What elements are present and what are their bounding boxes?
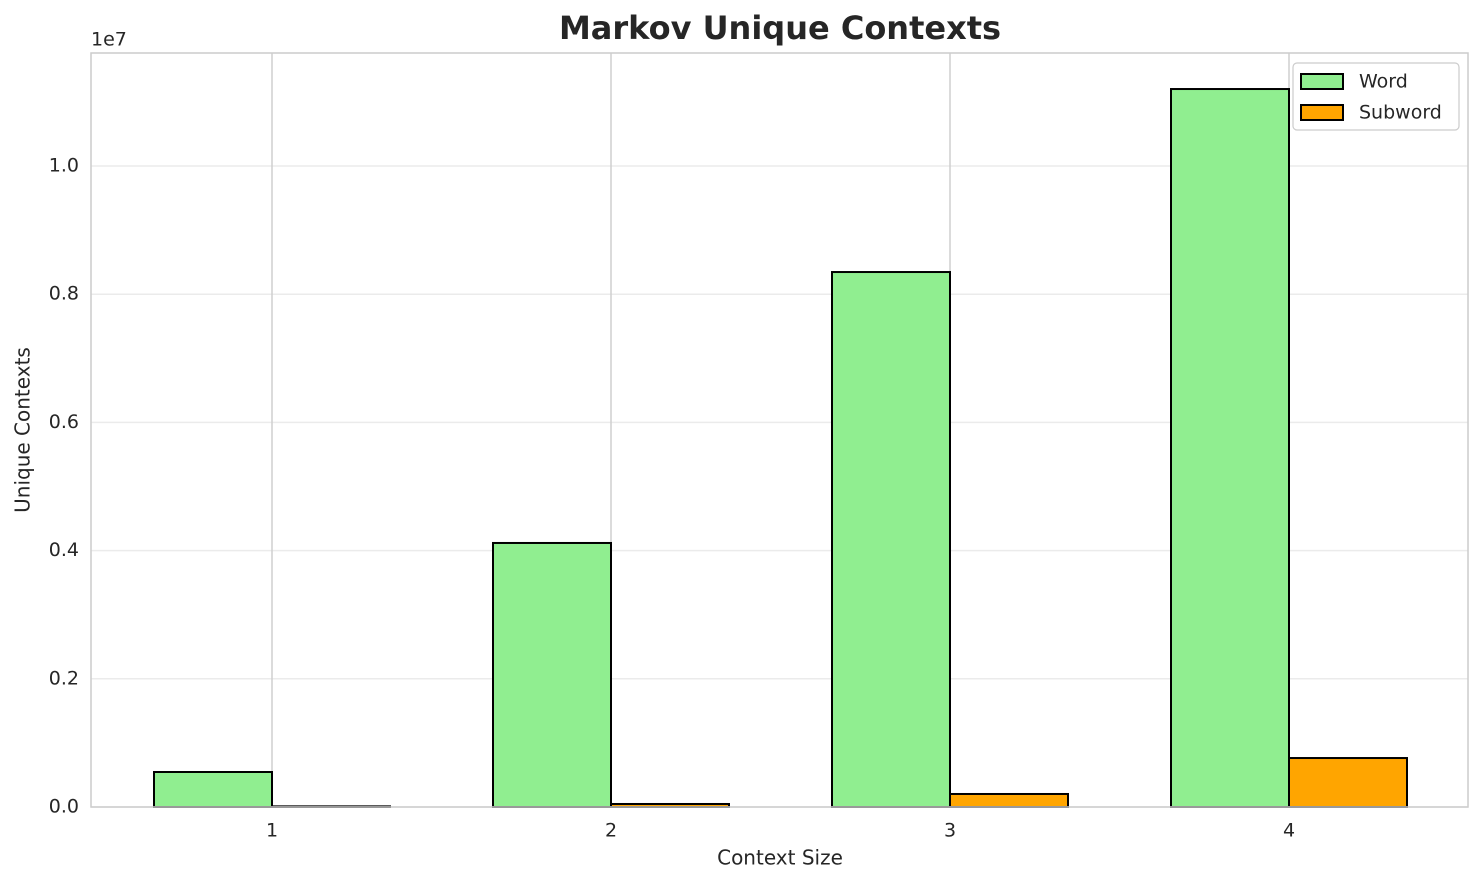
legend-swatch <box>1300 73 1344 90</box>
x-tick-label: 1 <box>266 820 278 842</box>
y-tick-label: 0.6 <box>49 411 79 433</box>
x-tick-label: 4 <box>1283 820 1295 842</box>
x-axis-label: Context Size <box>717 846 843 870</box>
y-tick-label: 0.2 <box>49 667 79 689</box>
y-tick-label: 1.0 <box>49 155 79 177</box>
legend-label: Subword <box>1359 102 1442 124</box>
bar <box>1288 757 1408 808</box>
y-axis-label: Unique Contexts <box>11 347 35 513</box>
bar <box>949 792 1069 809</box>
bar <box>1170 88 1290 808</box>
plot-frame <box>90 52 1469 808</box>
y-offset-label: 1e7 <box>91 29 127 51</box>
y-tick-label: 0.4 <box>49 539 79 561</box>
y-tick-label: 0.8 <box>49 283 79 305</box>
bar <box>831 271 951 808</box>
bar <box>153 771 273 808</box>
bar <box>492 541 612 809</box>
legend-label: Word <box>1359 71 1408 93</box>
x-tick-label: 3 <box>944 820 956 842</box>
chart-title: Markov Unique Contexts <box>559 9 1001 47</box>
x-tick-label: 2 <box>605 820 617 842</box>
y-tick-label: 0.0 <box>49 796 79 818</box>
legend-swatch <box>1300 104 1344 121</box>
